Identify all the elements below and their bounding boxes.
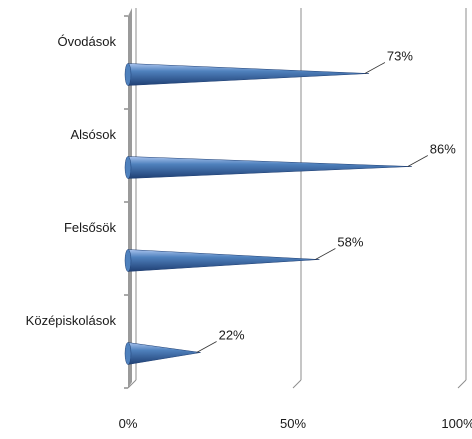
leader-line [407, 155, 428, 167]
leader-line [364, 62, 386, 74]
cone-bar-1 [124, 63, 369, 86]
cone-bar-3 [124, 249, 320, 272]
chart-wall [124, 8, 132, 389]
gridline-50 [292, 8, 302, 389]
data-series [124, 63, 412, 365]
category-label: Középiskolások [26, 313, 117, 328]
gridline-100 [457, 8, 467, 389]
category-label: Óvodások [57, 34, 116, 49]
data-label: 73% [387, 49, 413, 64]
left-wall [128, 8, 132, 388]
x-tick-label: 100% [441, 416, 472, 431]
leader-line [196, 341, 217, 353]
cone-bar-4 [124, 342, 201, 365]
cone-bar-2 [124, 156, 412, 179]
data-label: 22% [219, 328, 245, 343]
x-tick-label: 0% [119, 416, 138, 431]
labels: Óvodások 73% Alsósok 86% Felsősök 58% Középisk… [26, 34, 472, 431]
category-label: Felsősök [64, 220, 117, 235]
category-label: Alsósok [70, 127, 116, 142]
data-label: 58% [337, 235, 363, 250]
x-tick-label: 50% [280, 416, 306, 431]
leader-line [315, 248, 336, 260]
gridlines [127, 8, 467, 389]
data-label: 86% [430, 142, 456, 157]
